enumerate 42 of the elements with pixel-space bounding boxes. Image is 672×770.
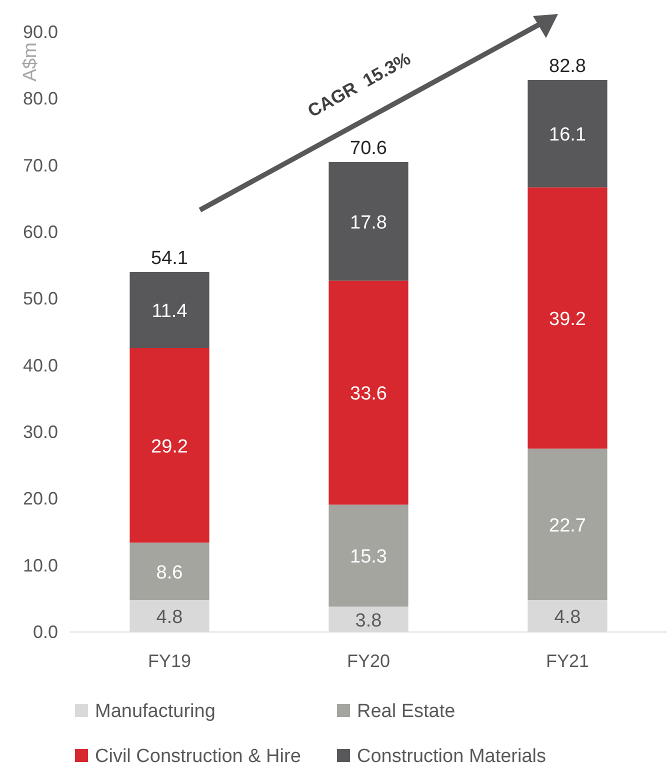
y-tick-label: 50.0 <box>22 288 58 309</box>
data-label: 15.3 <box>350 546 387 568</box>
y-tick-label: 70.0 <box>22 155 58 176</box>
x-tick-label: FY19 <box>148 651 192 671</box>
data-label: 11.4 <box>152 301 188 322</box>
data-label: 4.8 <box>156 607 183 628</box>
x-tick-label: FY20 <box>346 651 390 671</box>
data-label: 16.1 <box>549 124 586 146</box>
data-label: 22.7 <box>549 515 586 536</box>
y-tick-label: 20.0 <box>22 488 58 509</box>
y-axis-title: A$m <box>20 42 41 82</box>
data-label: 33.6 <box>350 384 387 405</box>
bar <box>130 348 210 543</box>
y-tick-label: 30.0 <box>22 422 58 442</box>
legend-label: Civil Construction & Hire <box>95 746 301 767</box>
data-label: 29.2 <box>151 436 188 458</box>
legend-label: Real Estate <box>357 701 456 722</box>
bar <box>328 280 408 505</box>
total-label: 82.8 <box>549 56 586 77</box>
total-label: 54.1 <box>151 248 188 269</box>
data-label: 17.8 <box>350 212 387 234</box>
data-label: 39.2 <box>549 309 586 330</box>
bar <box>328 504 408 607</box>
y-tick-label: 80.0 <box>22 88 58 109</box>
legend-label: Manufacturing <box>95 701 216 722</box>
bar <box>528 80 608 188</box>
y-tick-label: 10.0 <box>22 555 58 576</box>
bar <box>528 187 608 449</box>
y-tick-label: 60.0 <box>22 222 58 242</box>
y-tick-label: 40.0 <box>22 355 58 376</box>
data-label: 3.8 <box>355 610 382 632</box>
bar <box>528 448 608 600</box>
bar <box>328 162 408 281</box>
bar <box>130 272 210 348</box>
y-tick-label: 0.0 <box>32 622 58 642</box>
y-tick-label: 90.0 <box>22 22 58 42</box>
data-label: 4.8 <box>554 607 581 628</box>
total-label: 70.6 <box>350 138 387 159</box>
x-tick-label: FY21 <box>546 651 590 671</box>
bar <box>130 542 210 600</box>
legend-label: Construction Materials <box>357 746 546 767</box>
data-label: 8.6 <box>156 562 183 584</box>
